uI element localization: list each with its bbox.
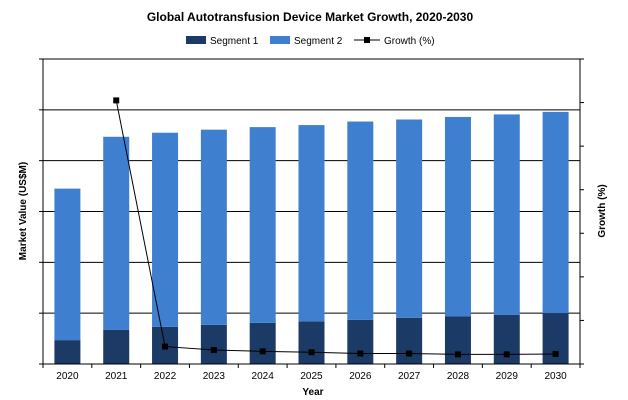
growth-point-2024 [259,348,266,355]
chart-title: Global Autotransfusion Device Market Gro… [147,10,474,24]
growth-point-2030 [552,350,559,357]
y-axis-title: Market Value (US$M) [18,162,29,260]
x-tick-label: 2030 [544,371,567,382]
bar-segment-1-2023 [200,324,227,364]
x-tick-label: 2026 [349,371,372,382]
growth-point-2021 [113,97,120,104]
axes [39,58,584,368]
x-tick-labels: 2020 2021 2022 2023 2024 2025 2026 2027 2028 2029… [56,371,567,382]
bar-segment-2-2022 [152,132,179,327]
growth-point-2029 [503,351,510,358]
bar-segment-2-2030 [542,111,569,314]
bar-segment-2-2024 [249,127,276,323]
bar-segment-2-2023 [200,129,227,325]
bars [54,111,569,364]
bar-segment-2-2029 [493,114,520,315]
x-tick-label: 2029 [496,371,519,382]
legend-label-segment-1: Segment 1 [210,36,259,47]
x-tick-label: 2022 [154,371,177,382]
y2-axis-title: Growth (%) [597,184,608,237]
x-tick-label: 2027 [398,371,421,382]
legend-label-segment-2: Segment 2 [294,36,343,47]
x-tick-label: 2020 [56,371,79,382]
bar-segment-1-2026 [347,319,374,364]
growth-point-2028 [454,351,461,358]
x-tick-label: 2028 [447,371,470,382]
bar-segment-2-2025 [298,125,325,322]
growth-line [113,97,559,358]
x-tick-label: 2023 [203,371,226,382]
legend-label-growth: Growth (%) [384,36,435,47]
growth-point-2027 [406,350,413,357]
bar-segment-1-2025 [298,321,325,364]
legend-marker-growth [364,37,370,43]
bar-segment-2-2026 [347,121,374,320]
growth-point-2022 [162,343,169,350]
bar-segment-2-2021 [103,136,130,330]
bar-segment-2-2020 [54,188,81,341]
legend-swatch-segment-1 [186,36,206,44]
growth-point-2023 [210,347,217,354]
growth-line-path [115,100,556,355]
legend-swatch-segment-2 [270,36,290,44]
x-tick-label: 2025 [300,371,323,382]
x-tick-label: 2024 [252,371,275,382]
legend: Segment 1 Segment 2 Growth (%) [186,36,435,47]
bar-segment-2-2027 [396,119,423,318]
bar-segment-2-2028 [444,116,471,317]
bar-segment-1-2021 [103,329,130,364]
x-tick-label: 2021 [105,371,128,382]
bar-segment-1-2020 [54,340,81,364]
x-axis-title: Year [302,387,323,398]
growth-point-2026 [357,350,364,357]
bar-segment-1-2024 [249,322,276,364]
bar-segment-1-2027 [396,317,423,364]
growth-point-2025 [308,349,315,356]
